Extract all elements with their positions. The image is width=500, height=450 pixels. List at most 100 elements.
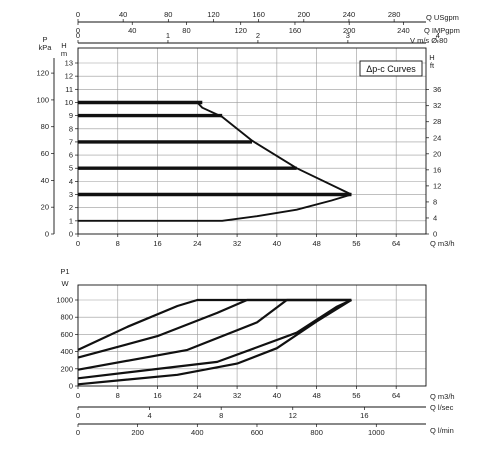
lsec-tick-label: 4 [148, 411, 152, 420]
power-tick-label: 0 [69, 382, 73, 391]
usgpm-tick-label: 280 [388, 10, 401, 19]
impgpm-tick-label: 120 [234, 26, 247, 35]
x-tick-label: 64 [392, 391, 400, 400]
pressure-tick-label: 100 [36, 95, 49, 104]
impgpm-tick-label: 40 [128, 26, 136, 35]
power-curve-3 [77, 299, 352, 380]
head-ft-tick-label: 32 [433, 101, 441, 110]
usgpm-tick-label: 240 [343, 10, 356, 19]
usgpm-tick-label: 40 [119, 10, 127, 19]
x-tick-label: 16 [153, 391, 161, 400]
lmin-tick-label: 400 [191, 428, 204, 437]
usgpm-tick-label: 0 [76, 10, 80, 19]
limit-curve-6 [78, 193, 352, 222]
x-tick-label: 40 [273, 391, 281, 400]
power-curve-1 [77, 298, 352, 359]
x-tick-label: 48 [312, 239, 320, 248]
usgpm-tick-label: 120 [207, 10, 220, 19]
velocity-tick-label: 0 [76, 31, 80, 40]
head-ft-tick-label: 20 [433, 149, 441, 158]
head-ft-axis-unit: ft [430, 61, 435, 70]
head-ft-tick-label: 24 [433, 133, 441, 142]
lmin-tick-label: 200 [131, 428, 144, 437]
power-curve-4 [77, 299, 352, 386]
x-tick-label: 0 [76, 391, 80, 400]
lower-plot-frame [77, 284, 427, 387]
limit-curve-5 [78, 101, 352, 196]
head-m-axis-unit: m [61, 49, 67, 58]
lsec-axis-label: Q l/sec [430, 403, 454, 412]
x-tick-label: 48 [312, 391, 320, 400]
lsec-tick-label: 16 [360, 411, 368, 420]
head-m-tick-label: 11 [65, 85, 73, 94]
upper-chart: 0 8 16 24 32 40 48 56 64 Q m3/h012345678910111213… [36, 10, 460, 248]
head-m-tick-label: 2 [69, 203, 73, 212]
head-m-tick-label: 7 [69, 137, 73, 146]
x-tick-label: 0 [76, 239, 80, 248]
head-ft-tick-label: 28 [433, 117, 441, 126]
power-tick-label: 1000 [56, 296, 73, 305]
head-m-tick-label: 8 [69, 124, 73, 133]
usgpm-axis-label: Q USgpm [426, 13, 459, 22]
velocity-tick-label: 1 [166, 31, 170, 40]
power-axis-label: P1 [60, 267, 69, 276]
head-m-tick-label: 4 [69, 177, 73, 186]
x-tick-label: 32 [233, 239, 241, 248]
pressure-tick-label: 40 [41, 176, 49, 185]
head-m-tick-label: 0 [69, 230, 73, 239]
lmin-tick-label: 1000 [368, 428, 385, 437]
x-tick-label: 32 [233, 391, 241, 400]
head-ft-axis-label: H [429, 53, 434, 62]
power-tick-label: 200 [60, 364, 73, 373]
curves-badge [359, 60, 423, 77]
pressure-tick-label: 20 [41, 203, 49, 212]
x-tick-label: 8 [116, 391, 120, 400]
lsec-tick-label: 12 [289, 411, 297, 420]
x-tick-label: 24 [193, 391, 201, 400]
velocity-tick-label: 3 [346, 31, 350, 40]
lmin-axis-label: Q l/min [430, 426, 454, 435]
impgpm-axis-label: Q IMPgpm [424, 26, 460, 35]
usgpm-tick-label: 160 [252, 10, 265, 19]
head-ft-tick-label: 12 [433, 181, 441, 190]
pressure-tick-label: 120 [36, 69, 49, 78]
pressure-axis-label: P [42, 35, 47, 44]
impgpm-tick-label: 0 [76, 26, 80, 35]
x-axis-label: Q m3/h [430, 392, 455, 401]
curves-badge-text: Δp-c Curves [366, 64, 416, 74]
pressure-tick-label: 80 [41, 122, 49, 131]
head-m-tick-label: 13 [65, 59, 73, 68]
x-tick-label: 40 [273, 239, 281, 248]
usgpm-tick-label: 80 [164, 10, 172, 19]
head-m-tick-label: 12 [65, 72, 73, 81]
lsec-tick-label: 0 [76, 411, 80, 420]
x-tick-label: 56 [352, 239, 360, 248]
head-ft-tick-label: 36 [433, 85, 441, 94]
velocity-tick-label: 4 [436, 31, 440, 40]
x-tick-label: 16 [153, 239, 161, 248]
head-m-tick-label: 6 [69, 151, 73, 160]
power-tick-label: 400 [60, 347, 73, 356]
head-m-tick-label: 1 [69, 216, 73, 225]
pressure-tick-label: 60 [41, 149, 49, 158]
head-m-tick-label: 10 [65, 98, 73, 107]
power-curve-2 [77, 298, 352, 371]
x-tick-label: 56 [352, 391, 360, 400]
lsec-tick-label: 8 [219, 411, 223, 420]
impgpm-tick-label: 80 [182, 26, 190, 35]
pressure-axis-unit: kPa [39, 43, 53, 52]
lmin-tick-label: 800 [310, 428, 323, 437]
x-tick-label: 24 [193, 239, 201, 248]
power-axis-unit: W [61, 279, 69, 288]
impgpm-tick-label: 160 [289, 26, 302, 35]
impgpm-tick-label: 240 [397, 26, 410, 35]
head-ft-tick-label: 16 [433, 165, 441, 174]
velocity-tick-label: 2 [256, 31, 260, 40]
x-axis-label: Q m3/h [430, 239, 455, 248]
lmin-tick-label: 0 [76, 428, 80, 437]
power-tick-label: 600 [60, 330, 73, 339]
impgpm-tick-label: 200 [343, 26, 356, 35]
power-tick-label: 800 [60, 313, 73, 322]
